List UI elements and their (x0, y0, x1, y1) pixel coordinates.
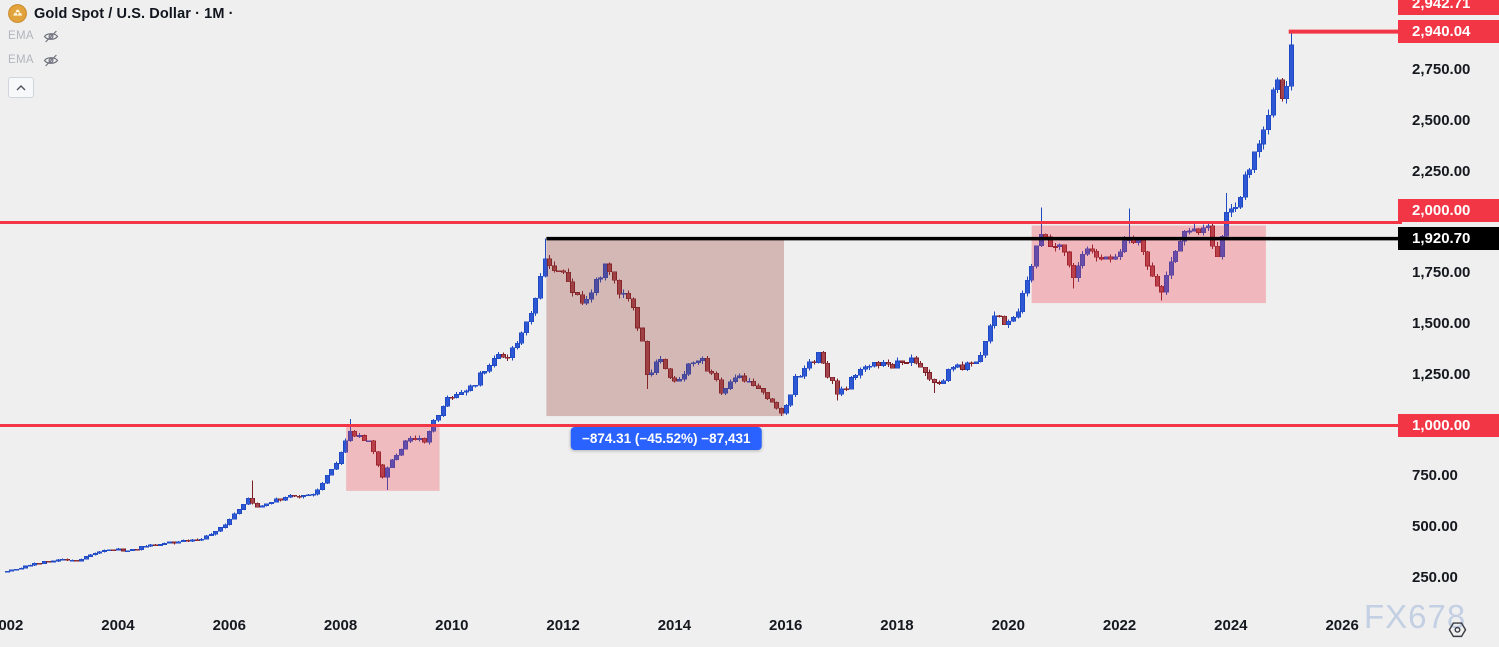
level-lines-layer (0, 29, 1402, 427)
ema-indicator-label: EMA (8, 54, 34, 66)
watermark: FX678 (1364, 598, 1467, 635)
indicator-row-ema-2[interactable]: EMA (8, 49, 234, 71)
axis-settings-gear-icon[interactable] (1447, 621, 1468, 639)
range-boxes-layer (346, 225, 1266, 491)
chevron-up-icon (16, 84, 26, 91)
time-axis-label: 2026 (1325, 617, 1359, 634)
time-axis-label: 2016 (769, 617, 803, 634)
last-price-badge: 2,942.71 (1398, 0, 1499, 16)
price-tick-label: 2,250.00 (1412, 162, 1471, 180)
price-tick-label: 1,750.00 (1412, 264, 1471, 282)
price-tick-label: 250.00 (1412, 568, 1458, 586)
time-axis-label: 2024 (1214, 617, 1248, 634)
price-level-badge: 1,000.00 (1398, 413, 1499, 437)
price-level-badge: 2,940.04 (1398, 20, 1499, 44)
time-axis-label: 2004 (101, 617, 135, 634)
price-level-badge: 1,920.70 (1398, 227, 1499, 251)
time-axis[interactable] (0, 610, 1400, 647)
price-tick-label: 1,500.00 (1412, 314, 1471, 332)
measure-range-box[interactable] (546, 238, 785, 417)
gold-coin-icon (8, 4, 27, 23)
time-axis-label: 2002 (0, 617, 24, 634)
indicator-row-ema-1[interactable]: EMA (8, 25, 234, 47)
time-axis-label: 2014 (657, 617, 692, 634)
range-box[interactable] (346, 425, 440, 491)
eye-hidden-icon[interactable] (43, 54, 59, 67)
eye-hidden-icon[interactable] (43, 30, 59, 43)
price-tick-label: 2,500.00 (1412, 111, 1471, 129)
chart-legend: Gold Spot / U.S. Dollar · 1M · EMA EMA (8, 4, 234, 98)
time-axis-label: 2012 (546, 617, 580, 634)
price-tick-label: 2,750.00 (1412, 61, 1471, 79)
time-axis-label: 2018 (880, 617, 914, 634)
price-tick-label: 500.00 (1412, 518, 1458, 535)
time-axis-label: 2020 (991, 617, 1025, 634)
time-axis-label: 2006 (212, 617, 246, 634)
ema-indicator-label: EMA (8, 30, 34, 42)
price-level-badge: 2,000.00 (1398, 199, 1499, 223)
time-axis-label: 2010 (435, 617, 469, 634)
time-axis-label: 2022 (1102, 617, 1137, 634)
price-tick-label: 1,250.00 (1412, 365, 1471, 383)
symbol-title[interactable]: Gold Spot / U.S. Dollar · 1M · (34, 5, 234, 22)
collapse-indicators-button[interactable] (8, 77, 34, 98)
candles-layer[interactable] (5, 31, 1294, 573)
measure-label[interactable]: −874.31 (−45.52%) −87,431 (570, 427, 762, 451)
price-tick-label: 750.00 (1412, 467, 1458, 485)
symbol-title-row[interactable]: Gold Spot / U.S. Dollar · 1M · (8, 4, 234, 23)
time-axis-label: 2008 (323, 617, 358, 634)
